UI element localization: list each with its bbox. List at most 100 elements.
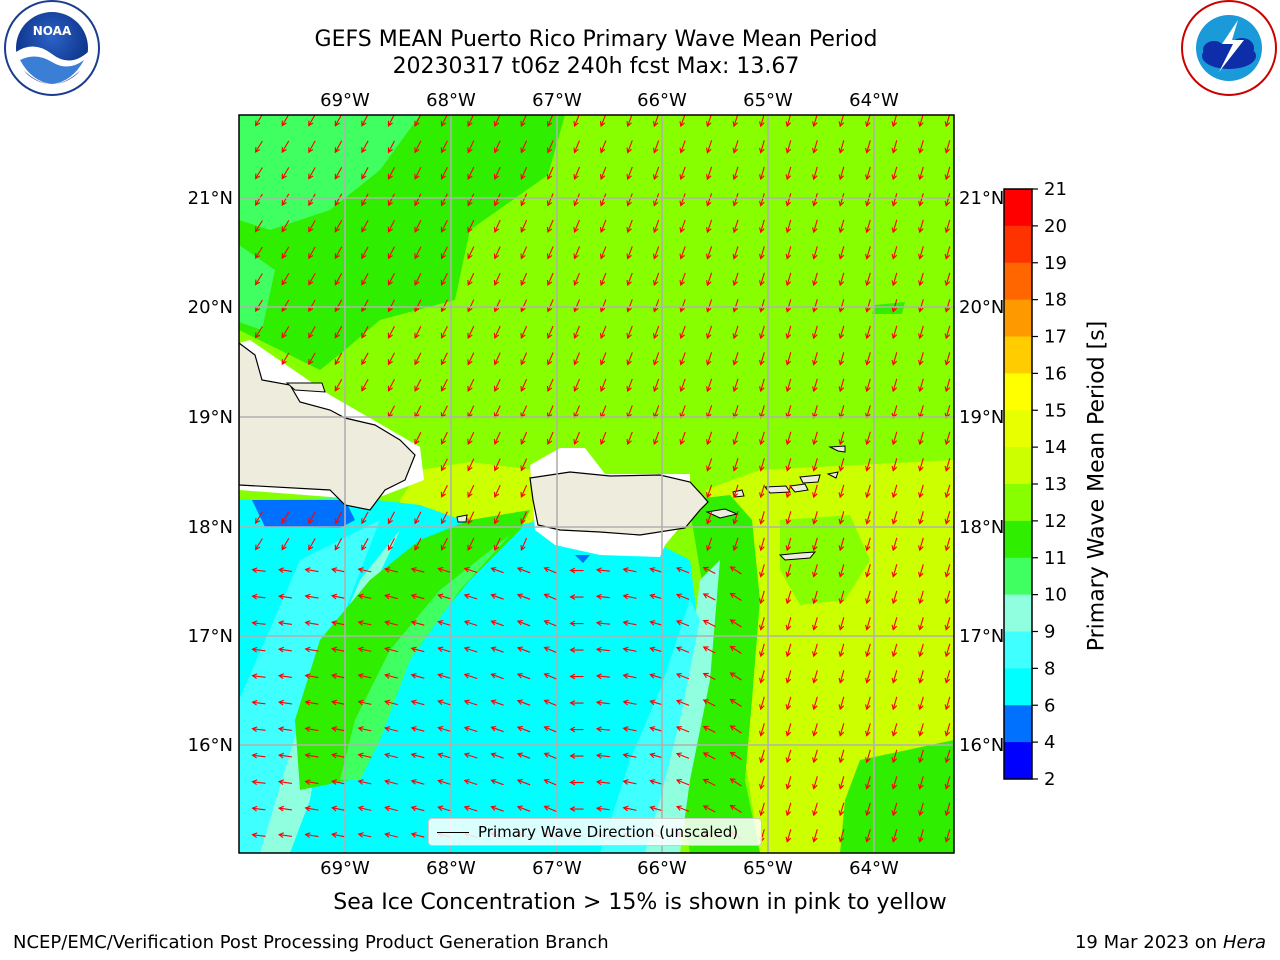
wave-arrow [490, 566, 504, 574]
wave-arrow [838, 272, 845, 287]
wave-arrow [599, 352, 607, 366]
wave-arrow [652, 352, 660, 366]
wave-arrow [281, 193, 290, 207]
wave-arrow [838, 140, 845, 154]
wave-arrow [599, 219, 607, 234]
wave-arrow [467, 166, 475, 180]
wave-arrow [251, 673, 266, 680]
wave-arrow [281, 352, 290, 366]
wave-arrow [361, 299, 369, 313]
wave-arrow [706, 140, 713, 154]
wave-arrow [414, 378, 422, 392]
wave-arrow [785, 431, 792, 446]
wave-arrow [546, 378, 554, 393]
wave-arrow [785, 193, 792, 207]
wave-arrow [706, 193, 713, 207]
wave-arrow [812, 670, 818, 684]
wave-arrow [467, 431, 475, 445]
wave-arrow [543, 593, 557, 601]
wave-arrow [440, 378, 448, 392]
wave-arrow [387, 193, 395, 207]
map-subtitle: 20230317 t06z 240h fcst Max: 13.67 [392, 54, 800, 79]
wave-arrow [384, 567, 398, 573]
wave-arrow [573, 140, 581, 154]
wave-arrow [520, 140, 528, 154]
wave-arrow [891, 829, 898, 843]
wave-arrow [334, 246, 343, 260]
period-11-12-patch [872, 302, 905, 314]
wave-arrow [785, 511, 792, 525]
wave-arrow [437, 567, 451, 573]
wave-arrow [440, 115, 448, 127]
wave-arrow [569, 700, 584, 706]
wave-arrow [865, 193, 871, 207]
wave-arrow [334, 167, 343, 180]
wave-arrow [493, 219, 501, 233]
wave-arrow [440, 246, 448, 260]
wave-arrow [706, 166, 713, 181]
wave-arrow [838, 219, 845, 234]
wave-arrow [649, 620, 663, 626]
wave-arrow [759, 299, 765, 313]
wave-arrow [944, 299, 951, 313]
wave-arrow [732, 484, 739, 499]
wave-arrow [706, 246, 713, 260]
wave-arrow [944, 431, 951, 446]
wave-arrow [865, 696, 871, 711]
wave-arrow [891, 511, 898, 525]
wave-arrow [891, 299, 898, 313]
wave-arrow [440, 272, 448, 286]
lon-label: 65°W [743, 858, 793, 879]
wave-arrow [546, 193, 554, 207]
wave-arrow [785, 776, 792, 790]
wave-arrow [706, 115, 712, 128]
wave-arrow [729, 672, 742, 681]
wave-arrow [891, 776, 898, 790]
wave-arrow [361, 246, 369, 260]
wave-arrow [573, 431, 581, 446]
wave-arrow [334, 273, 343, 286]
wave-arrow [679, 219, 686, 234]
wave-arrow [891, 246, 898, 260]
wave-arrow [357, 620, 372, 626]
wave-arrow [330, 620, 346, 626]
wave-arrow [626, 272, 633, 287]
svg-text:NOAA: NOAA [33, 24, 72, 38]
wave-arrow [702, 672, 716, 680]
wave-arrow [437, 752, 451, 759]
colorbar-segment [1004, 373, 1032, 411]
wave-arrow [490, 672, 504, 680]
wave-arrow [251, 699, 266, 706]
wave-arrow [546, 246, 554, 260]
wave-arrow [546, 431, 554, 446]
lon-label: 69°W [320, 90, 370, 111]
wave-arrow [891, 431, 898, 446]
lat-labels-right: 21°N 20°N 19°N 18°N 17°N 16°N [959, 188, 1004, 756]
colorbar-segment [1004, 594, 1032, 632]
colorbar-tick-label: 6 [1044, 695, 1055, 716]
wave-arrow [599, 246, 607, 260]
wave-arrow [891, 696, 898, 711]
wave-arrow [543, 752, 557, 760]
wave-arrow [918, 776, 924, 790]
wave-arrow [595, 673, 611, 680]
wave-arrow [759, 431, 765, 446]
wave-arrow [944, 325, 951, 340]
wave-arrow [573, 115, 580, 128]
wave-arrow [387, 537, 395, 551]
wave-arrow [626, 193, 633, 207]
wave-arrow [493, 193, 501, 207]
wave-arrow [918, 458, 924, 472]
wave-arrow [891, 564, 898, 578]
lon-label: 65°W [743, 90, 793, 111]
wave-arrow [546, 299, 554, 313]
wave-arrow [304, 699, 319, 706]
wave-arrow [944, 749, 951, 764]
virgin-islands [705, 445, 846, 561]
wave-arrow [440, 219, 448, 233]
wave-arrow [706, 299, 713, 313]
wave-arrow [330, 752, 346, 759]
wave-arrow [812, 723, 818, 737]
wave-arrow [595, 620, 611, 627]
wave-arrow [785, 166, 792, 181]
